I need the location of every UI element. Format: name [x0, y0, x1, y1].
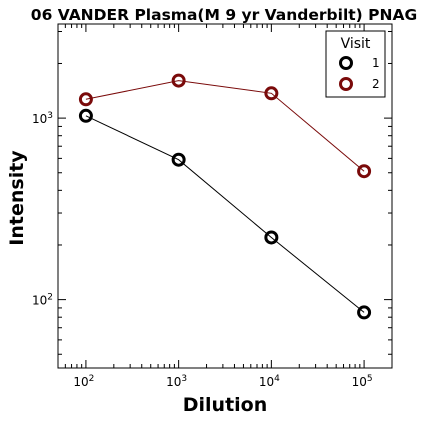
x-tick-label: 105: [352, 374, 373, 389]
x-tick-label: 103: [166, 374, 187, 389]
data-point: [264, 86, 279, 101]
data-point: [78, 108, 93, 123]
legend-entry: 2: [339, 77, 380, 91]
y-tick-label: 103: [32, 111, 53, 126]
legend-title: Visit: [341, 36, 371, 52]
data-series: [78, 73, 372, 320]
y-axis-label: Intensity: [6, 150, 28, 246]
legend-label: 2: [372, 77, 380, 91]
axis-ticks: 102 103 104 105 102 103: [32, 24, 392, 389]
chart-title: 06 VANDER Plasma(M 9 yr Vanderbilt) PNAG: [31, 6, 417, 24]
data-point: [78, 92, 93, 107]
legend-label: 1: [372, 56, 380, 70]
data-point: [357, 164, 372, 179]
x-tick-label: 104: [259, 374, 280, 389]
legend-marker: [339, 77, 353, 91]
data-point: [171, 73, 186, 88]
legend-entries: 12: [339, 56, 380, 91]
y-tick-label: 102: [32, 293, 53, 308]
x-tick-label: 102: [73, 374, 94, 389]
series-line: [85, 115, 365, 313]
legend-entry: 1: [339, 56, 380, 70]
series-2: [78, 73, 372, 179]
legend-box: [325, 30, 386, 98]
data-point: [357, 305, 372, 320]
series-line: [85, 80, 365, 172]
series-1: [78, 108, 372, 320]
x-axis-label: Dilution: [183, 394, 268, 416]
legend-marker: [339, 56, 353, 70]
data-point: [171, 152, 186, 167]
data-point: [264, 230, 279, 245]
legend: Visit 12: [325, 30, 386, 98]
